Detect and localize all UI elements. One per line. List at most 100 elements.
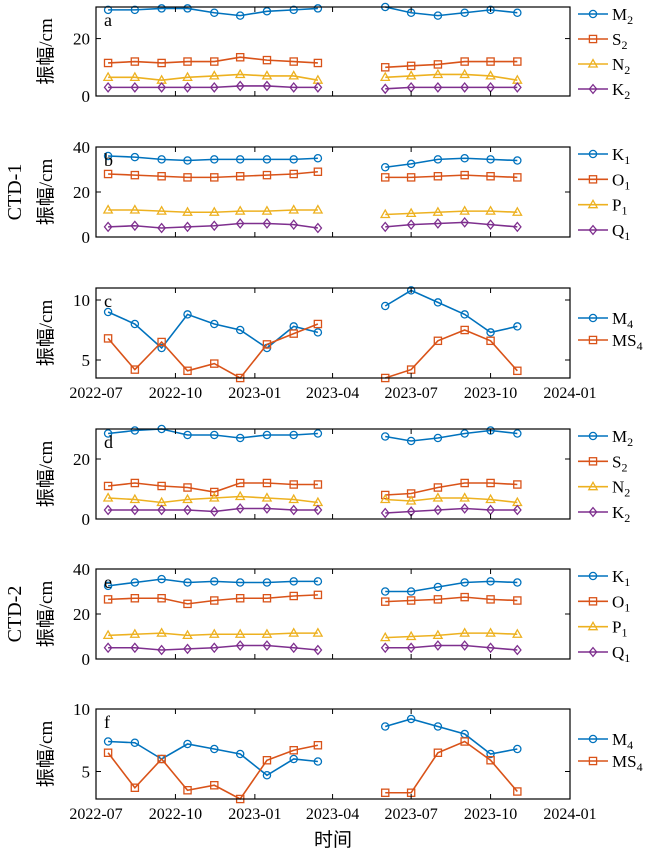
- series-q1: [103, 640, 522, 656]
- legend-marker: [588, 756, 598, 766]
- data-point: [183, 310, 192, 319]
- data-point: [209, 220, 219, 232]
- data-point: [380, 83, 390, 95]
- data-point: [380, 162, 390, 172]
- legend-marker: [588, 149, 598, 159]
- data-point: [313, 577, 323, 586]
- data-point: [183, 643, 192, 655]
- series-line: [108, 644, 318, 651]
- data-point: [156, 205, 167, 215]
- data-point: [313, 167, 323, 176]
- data-point: [183, 4, 192, 13]
- data-point: [460, 478, 469, 488]
- data-point: [235, 171, 245, 181]
- data-point: [433, 298, 443, 307]
- y-tick-label: 5: [82, 763, 91, 782]
- data-point: [183, 156, 192, 165]
- data-point: [433, 748, 443, 758]
- data-point: [289, 155, 298, 164]
- legend-label: K1: [612, 145, 630, 167]
- data-point: [183, 578, 192, 587]
- data-point: [513, 578, 522, 587]
- series-line: [108, 209, 318, 214]
- series-p1: [102, 627, 523, 642]
- data-point: [262, 503, 272, 514]
- data-point: [459, 205, 470, 215]
- panel-label: f: [104, 712, 110, 732]
- data-point: [288, 70, 300, 80]
- data-point: [313, 741, 323, 750]
- data-point: [130, 5, 140, 15]
- data-point: [460, 8, 469, 17]
- legend-marker: [588, 224, 598, 236]
- data-point: [433, 595, 443, 604]
- legend-entry: K1: [578, 567, 630, 589]
- y-tick-label: 10: [73, 291, 90, 310]
- data-point: [210, 359, 219, 368]
- data-point: [129, 71, 141, 81]
- data-point: [289, 169, 298, 179]
- data-point: [157, 754, 166, 764]
- data-point: [210, 57, 219, 66]
- data-point: [261, 492, 273, 502]
- data-point: [261, 628, 273, 638]
- data-point: [130, 738, 140, 748]
- series-o1: [103, 590, 522, 609]
- data-point: [313, 222, 323, 234]
- legend-entry: K2: [578, 503, 630, 525]
- x-tick-label: 2022-10: [149, 385, 202, 402]
- data-point: [183, 430, 192, 440]
- legend-subscript: 1: [621, 204, 627, 218]
- data-point: [183, 786, 192, 795]
- data-point: [433, 155, 443, 164]
- legend-subscript: 1: [624, 178, 630, 192]
- data-point: [289, 5, 298, 15]
- data-point: [103, 307, 113, 317]
- series-n2: [102, 490, 523, 507]
- legend-entry: P1: [578, 618, 627, 640]
- legend-label: K2: [612, 80, 630, 102]
- series-line: [107, 578, 318, 587]
- series-line: [385, 497, 518, 504]
- legend-entry: Q1: [578, 643, 630, 665]
- data-point: [130, 594, 140, 603]
- data-point: [486, 219, 496, 231]
- data-point: [313, 590, 323, 600]
- data-point: [235, 80, 245, 92]
- data-point: [157, 171, 166, 181]
- data-point: [157, 222, 167, 234]
- data-point: [130, 426, 140, 435]
- data-point: [406, 173, 416, 182]
- data-point: [157, 504, 167, 516]
- group-label: CTD-2: [4, 586, 26, 643]
- data-point: [433, 81, 443, 93]
- legend-label: MS4: [612, 331, 643, 353]
- legend-entry: N2: [578, 55, 630, 77]
- data-point: [289, 430, 298, 440]
- data-point: [103, 81, 113, 93]
- data-point: [485, 493, 496, 504]
- legend-marker: [587, 198, 599, 209]
- data-point: [208, 206, 220, 216]
- legend-marker: [587, 58, 599, 68]
- panel-label: d: [104, 432, 113, 452]
- y-tick-label: 40: [73, 560, 90, 579]
- data-point: [513, 596, 522, 605]
- legend-entry: M4: [578, 309, 633, 331]
- data-point: [433, 60, 443, 69]
- data-point: [405, 630, 417, 641]
- legend-subscript: 4: [627, 317, 633, 331]
- legend-marker: [588, 571, 598, 581]
- legend-label: N2: [612, 55, 630, 77]
- series-line: [108, 594, 318, 605]
- legend-subscript: 1: [621, 626, 627, 640]
- data-point: [103, 481, 113, 491]
- data-point: [289, 81, 299, 93]
- data-point: [103, 642, 113, 654]
- series-line: [385, 596, 518, 603]
- data-point: [485, 627, 496, 637]
- legend-subscript: 4: [637, 760, 643, 774]
- series-line: [385, 86, 518, 90]
- data-point: [380, 490, 390, 500]
- data-point: [289, 577, 298, 586]
